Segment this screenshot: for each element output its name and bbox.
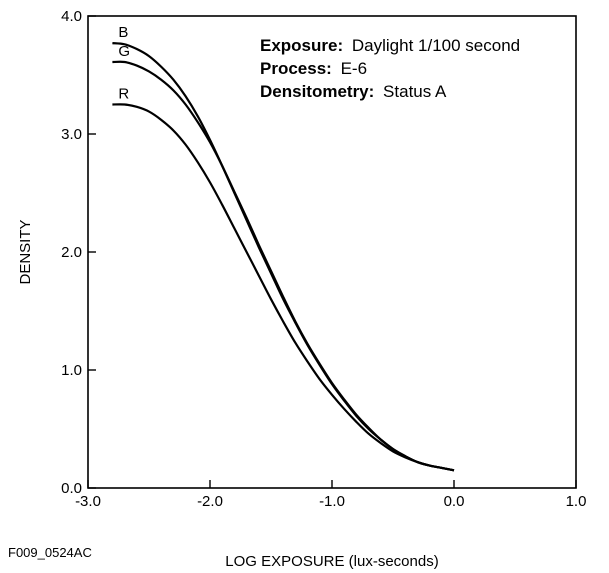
annotation-process-value: E-6 [341,59,367,78]
annotation-process-label: Process: [260,59,332,78]
annotation-exposure: Exposure: Daylight 1/100 second [260,36,520,55]
y-tick-label: 0.0 [61,480,82,497]
x-tick-label: 0.0 [444,493,465,510]
axis-ticks [87,15,577,489]
series-label-r: R [118,86,129,103]
x-axis-title: LOG EXPOSURE (lux-seconds) [225,553,438,570]
annotation-block: Exposure: Daylight 1/100 second Process:… [260,36,520,101]
curves [112,42,455,472]
curve-b [112,42,455,472]
tick-labels: -3.0 -2.0 -1.0 0.0 1.0 0.0 1.0 2.0 3.0 4.0 [61,8,586,510]
y-axis-title: DENSITY [17,219,34,284]
y-tick-label: 3.0 [61,126,82,143]
x-tick-label: -2.0 [197,493,223,510]
curve-r [112,103,455,472]
series-labels: BG R [118,24,130,102]
annotation-densitometry: Densitometry: Status A [260,82,447,101]
x-tick-label: -1.0 [319,493,345,510]
y-tick-label: 1.0 [61,362,82,379]
figure-code: F009_0524AC [8,545,92,560]
x-tick-label: -3.0 [75,493,101,510]
annotation-exposure-value: Daylight 1/100 second [352,36,520,55]
annotation-exposure-label: Exposure: [260,36,343,55]
annotation-process: Process: E-6 [260,59,367,78]
annotation-densitometry-label: Densitometry: [260,82,374,101]
x-tick-label: 1.0 [566,493,587,510]
y-tick-label: 2.0 [61,244,82,261]
curve-g [112,60,455,472]
series-label-g: G [118,43,130,60]
annotation-densitometry-value: Status A [383,82,447,101]
y-tick-label: 4.0 [61,8,82,25]
series-label-b: B [118,24,128,41]
